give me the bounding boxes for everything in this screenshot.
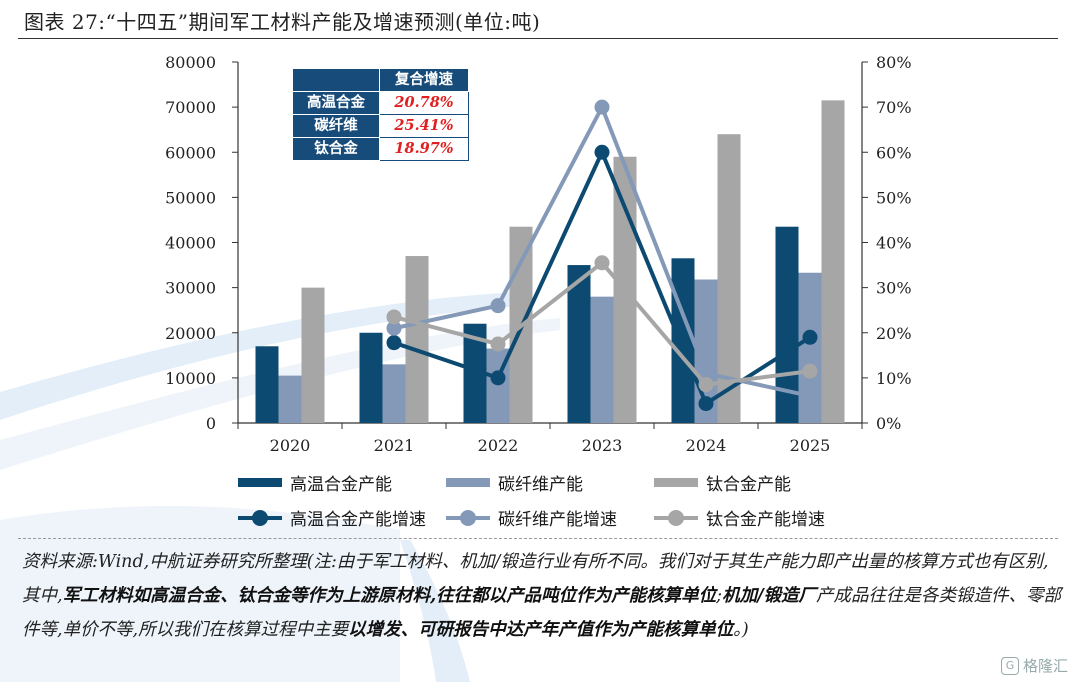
line-point — [490, 370, 506, 386]
x-tick-label: 2022 — [478, 436, 519, 455]
note-text: 资料来源:Wind,中航证券研究所整理(注:由于军工材料、机加/锻造行业有所不同… — [22, 552, 1049, 606]
table-row-label: 钛合金 — [292, 137, 380, 161]
y2-tick-label: 80% — [876, 53, 912, 72]
line-point — [802, 363, 818, 379]
y-tick-label: 60000 — [165, 143, 216, 162]
line-point — [698, 365, 714, 381]
table-row-label: 高温合金 — [292, 91, 380, 115]
bar — [463, 323, 487, 423]
x-tick-label: 2024 — [686, 436, 727, 455]
watermark-text: 格隆汇 — [1022, 657, 1068, 675]
table-corner-cell — [292, 68, 380, 92]
bar — [405, 256, 429, 423]
table-row-label: 碳纤维 — [292, 114, 380, 138]
line-point — [594, 99, 610, 115]
line-point — [386, 320, 402, 336]
y-tick-label: 50000 — [165, 188, 216, 207]
bar — [278, 375, 302, 423]
source-note: 资料来源:Wind,中航证券研究所整理(注:由于军工材料、机加/锻造行业有所不同… — [22, 545, 1062, 647]
y-tick-label: 40000 — [165, 234, 216, 253]
table-header: 复合增速 — [379, 68, 469, 92]
note-text: 产成品往往是各类锻造件、零部件等,单价不等,所以我们在核算过程中主要 — [22, 586, 1061, 640]
y2-tick-label: 20% — [876, 324, 912, 343]
bar — [382, 364, 406, 423]
line-point — [490, 298, 506, 314]
table-row: 碳纤维 25.41% — [292, 114, 469, 138]
y-tick-label: 20000 — [165, 324, 216, 343]
note-bold-text: 军工材料如高温合金、钛合金等作为上游原材料,往往都以产品吨位作为产能核算单位 — [62, 586, 717, 606]
table-row-value: 18.97% — [379, 137, 469, 161]
legend-line-marker — [446, 509, 490, 526]
bar — [301, 287, 325, 423]
note-bold-text: 以增发、可研报告中达产年产值作为产能核算单位 — [348, 620, 734, 640]
bar — [590, 296, 614, 423]
growth-rate-table: 复合增速 高温合金 20.78% 碳纤维 25.41% 钛合金 18.97% — [292, 68, 469, 161]
note-bold-text: 机加/锻造厂 — [722, 586, 816, 606]
legend-item: 高温合金产能增速 — [238, 505, 446, 530]
y-tick-label: 80000 — [165, 53, 216, 72]
legend-label: 高温合金产能 — [290, 475, 392, 495]
x-tick-label: 2023 — [582, 436, 623, 455]
bar — [717, 134, 741, 423]
legend-label: 钛合金产能 — [706, 475, 791, 495]
legend-swatch — [238, 478, 282, 487]
chart-plot: 0 10000 20000 30000 40000 50000 60000 70000 8000… — [165, 53, 912, 455]
y2-tick-label: 70% — [876, 98, 912, 117]
legend-label: 碳纤维产能 — [498, 475, 583, 495]
x-tick-label: 2020 — [270, 436, 311, 455]
legend-label: 碳纤维产能增速 — [498, 510, 617, 530]
line-point — [386, 335, 402, 351]
y-tick-label: 30000 — [165, 279, 216, 298]
title-divider — [18, 38, 1058, 39]
legend-label: 高温合金产能增速 — [290, 510, 426, 530]
line-point — [802, 388, 818, 404]
watermark-logo: G 格隆汇 — [1000, 655, 1068, 676]
table-row-value: 20.78% — [379, 91, 469, 115]
note-text: ; — [716, 586, 723, 606]
y2-tick-label: 10% — [876, 369, 912, 388]
x-tick-label: 2025 — [790, 436, 831, 455]
line-point — [698, 396, 714, 412]
line-point — [594, 255, 610, 271]
line-point — [490, 336, 506, 352]
chart-legend: 高温合金产能 碳纤维产能 钛合金产能 高温合金产能增速 碳纤维产能增速 钛合金产… — [238, 470, 878, 530]
legend-swatch — [446, 478, 490, 487]
legend-line-marker — [238, 509, 282, 526]
bar — [821, 100, 845, 423]
bar — [255, 346, 279, 423]
y-tick-label: 0 — [206, 414, 216, 433]
table-row: 钛合金 18.97% — [292, 137, 469, 161]
brand-icon: G — [1000, 656, 1019, 675]
legend-line-marker — [654, 509, 698, 526]
line-point — [698, 377, 714, 393]
legend-swatch — [654, 478, 698, 487]
legend-label: 钛合金产能增速 — [706, 510, 825, 530]
y-tick-label: 70000 — [165, 98, 216, 117]
chart-title: 图表 27:“十四五”期间军工材料产能及增速预测(单位:吨) — [24, 10, 541, 34]
legend-item: 碳纤维产能 — [446, 470, 654, 495]
legend-item: 钛合金产能 — [654, 470, 862, 495]
y2-tick-label: 60% — [876, 143, 912, 162]
y2-tick-label: 50% — [876, 188, 912, 207]
legend-item: 高温合金产能 — [238, 470, 446, 495]
footer-divider — [18, 538, 1058, 539]
line-point — [594, 144, 610, 160]
bar — [798, 272, 822, 423]
legend-item: 钛合金产能增速 — [654, 505, 862, 530]
legend-item: 碳纤维产能增速 — [446, 505, 654, 530]
line-point — [802, 329, 818, 345]
y2-tick-label: 0% — [876, 414, 901, 433]
y-tick-label: 10000 — [165, 369, 216, 388]
line-point — [386, 309, 402, 325]
bar — [671, 258, 695, 423]
x-tick-label: 2021 — [374, 436, 415, 455]
bar — [567, 265, 591, 423]
table-row-value: 25.41% — [379, 114, 469, 138]
table-row: 高温合金 20.78% — [292, 91, 469, 115]
bar — [359, 332, 383, 423]
y2-tick-label: 30% — [876, 279, 912, 298]
y2-tick-label: 40% — [876, 234, 912, 253]
note-text: 。) — [733, 620, 749, 640]
